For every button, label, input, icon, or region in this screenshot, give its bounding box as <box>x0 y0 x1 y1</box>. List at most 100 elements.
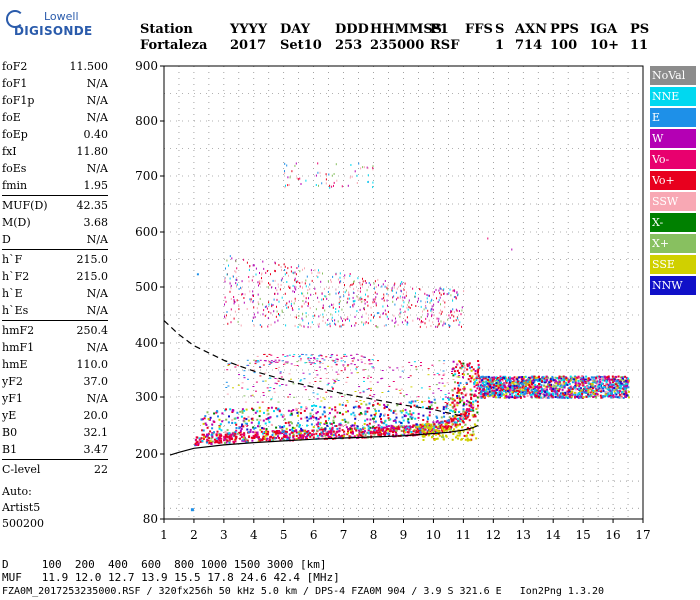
echo-point <box>343 430 346 433</box>
echo-point <box>234 301 236 303</box>
echo-point <box>334 362 337 364</box>
echo-point <box>293 354 296 356</box>
echo-point <box>306 430 309 433</box>
echo-point <box>439 426 442 429</box>
echo-point <box>277 292 279 295</box>
echo-point <box>244 401 247 403</box>
echo-point <box>501 379 504 382</box>
echo-point <box>242 436 245 439</box>
echo-point <box>353 424 356 427</box>
echo-point <box>387 429 389 432</box>
echo-point <box>263 354 266 355</box>
echo-point <box>580 389 583 392</box>
echo-point <box>564 391 567 394</box>
echo-point <box>478 392 481 395</box>
echo-point <box>471 414 474 417</box>
echo-point <box>426 294 428 296</box>
echo-point <box>351 175 353 178</box>
echo-point <box>303 378 306 380</box>
echo-point <box>276 383 278 385</box>
echo-point <box>609 392 612 395</box>
echo-point <box>456 291 458 294</box>
param-key: h`F2 <box>2 270 30 283</box>
echo-point <box>310 269 312 272</box>
echo-point <box>450 309 452 312</box>
echo-point <box>582 378 585 381</box>
echo-point <box>456 395 459 397</box>
echo-point <box>287 396 290 398</box>
echo-point <box>380 426 383 429</box>
header-labels-10: IGA <box>590 22 618 37</box>
echo-point <box>399 392 402 394</box>
echo-point <box>565 396 568 399</box>
echo-point <box>301 435 304 438</box>
echo-point <box>310 423 313 426</box>
echo-point <box>362 166 364 169</box>
echo-point <box>447 419 450 422</box>
echo-point <box>429 429 432 432</box>
echo-point <box>278 264 280 266</box>
echo-point <box>383 294 385 297</box>
echo-point <box>385 425 388 428</box>
echo-point <box>446 382 449 384</box>
echo-point <box>379 413 382 416</box>
echo-point <box>407 431 410 434</box>
echo-point <box>446 427 448 430</box>
echo-point <box>295 162 297 165</box>
echo-point <box>367 322 369 325</box>
echo-point <box>568 390 571 393</box>
echo-point <box>322 432 325 435</box>
echo-point <box>375 296 377 299</box>
echo-point <box>606 383 609 386</box>
echo-point <box>363 423 366 425</box>
echo-point <box>456 369 459 372</box>
echo-point <box>443 292 445 295</box>
echo-point <box>227 436 230 439</box>
echo-point <box>398 389 401 391</box>
echo-point <box>381 429 384 432</box>
echo-point <box>475 374 478 377</box>
echo-point <box>253 427 256 430</box>
echo-point <box>239 429 242 432</box>
echo-point <box>432 392 435 394</box>
echo-point <box>364 302 366 305</box>
echo-point <box>266 433 269 436</box>
echo-point <box>426 424 429 427</box>
echo-point <box>220 441 223 444</box>
echo-point <box>216 439 219 442</box>
echo-point <box>484 389 487 392</box>
echo-point <box>482 382 484 384</box>
echo-point <box>373 316 374 319</box>
echo-point <box>242 293 244 295</box>
echo-point <box>618 393 621 396</box>
echo-point <box>471 407 474 410</box>
param-value: 32.1 <box>83 426 109 439</box>
echo-point <box>459 401 462 404</box>
echo-point <box>343 295 345 298</box>
echo-point <box>234 431 237 434</box>
echo-point <box>382 428 385 431</box>
echo-point <box>235 437 238 440</box>
echo-point <box>352 304 354 307</box>
echo-point <box>420 362 422 363</box>
echo-point <box>288 424 291 427</box>
echo-point <box>497 382 500 385</box>
echo-point <box>375 304 377 307</box>
echo-point <box>367 427 370 430</box>
echo-point <box>560 377 563 379</box>
echo-point <box>241 425 243 428</box>
echo-point <box>381 377 384 379</box>
echo-point <box>625 393 627 396</box>
echo-point <box>292 435 295 438</box>
echo-point <box>203 417 206 420</box>
echo-point <box>404 282 406 285</box>
echo-point <box>392 381 395 382</box>
echo-point <box>240 415 243 418</box>
echo-point <box>608 388 611 391</box>
echo-point <box>257 425 259 428</box>
echo-point <box>590 395 593 397</box>
echo-point <box>258 425 261 428</box>
echo-point <box>246 308 248 310</box>
echo-point <box>487 380 490 383</box>
echo-point <box>448 292 450 295</box>
